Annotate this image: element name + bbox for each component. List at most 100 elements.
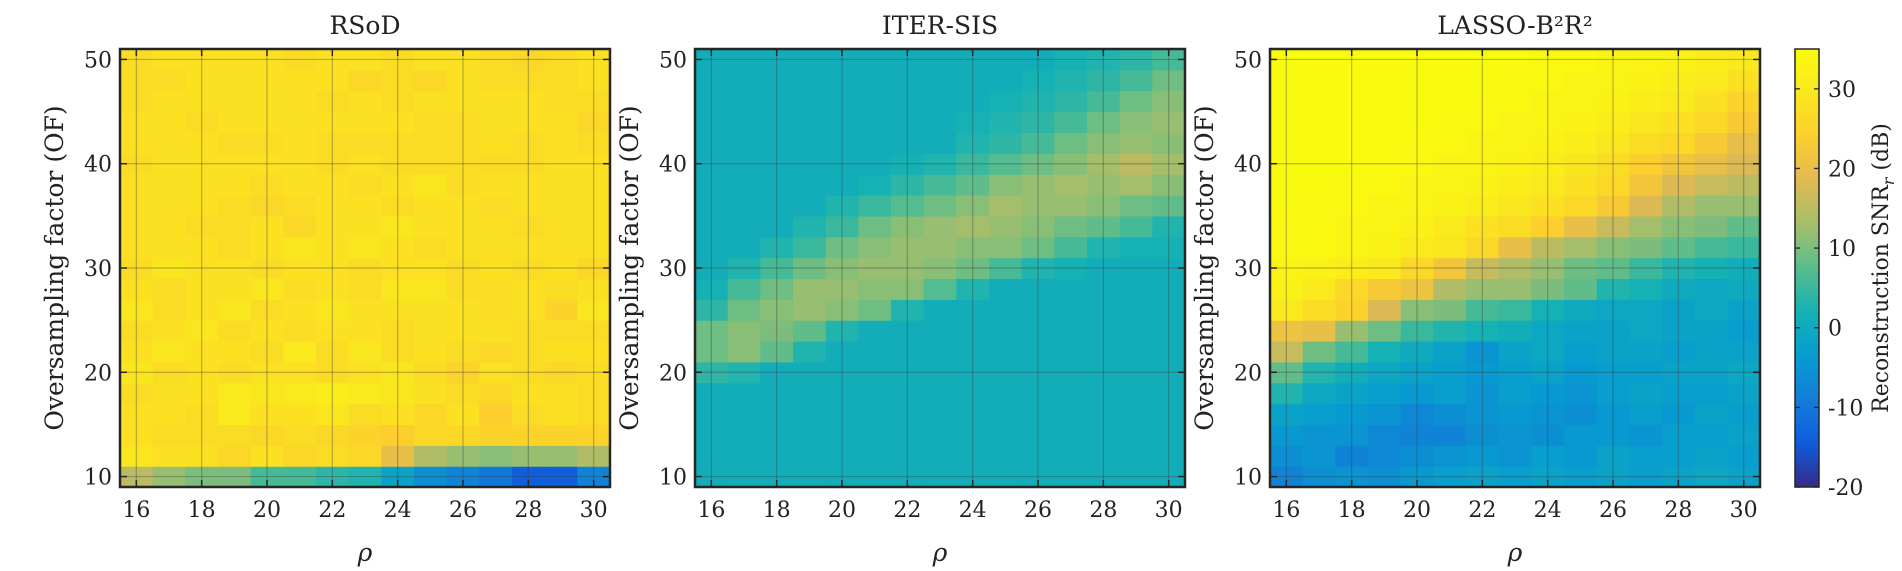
heatmap-cell xyxy=(1087,361,1121,384)
heatmap-cell xyxy=(1466,424,1500,446)
heatmap-cell xyxy=(1629,320,1663,342)
heatmap-cell xyxy=(316,111,350,134)
heatmap-cell xyxy=(1564,49,1598,71)
heatmap-cell xyxy=(1662,90,1696,113)
heatmap-cell xyxy=(316,403,350,426)
heatmap-cell xyxy=(695,424,729,446)
heatmap-cell xyxy=(793,466,827,487)
heatmap-cell xyxy=(1564,382,1598,405)
heatmap-cell xyxy=(1531,111,1565,134)
heatmap-cell xyxy=(956,90,990,113)
heatmap-cell xyxy=(1662,49,1696,71)
heatmap-cell xyxy=(793,320,827,342)
heatmap-cell xyxy=(989,236,1023,259)
heatmap-cell xyxy=(1270,382,1304,405)
heatmap-cell xyxy=(1021,153,1055,175)
grid xyxy=(1270,49,1760,487)
heatmap-cell xyxy=(1433,445,1467,467)
heatmap-cell xyxy=(1498,445,1532,467)
heatmap-cell xyxy=(760,236,794,259)
heatmap-cell xyxy=(1662,174,1696,196)
heatmap-cell xyxy=(120,278,154,300)
heatmap-cell xyxy=(923,361,957,384)
heatmap-cell xyxy=(923,403,957,426)
heatmap-cell xyxy=(218,278,252,300)
heatmap-cell xyxy=(1335,153,1369,175)
heatmap-cell xyxy=(1727,174,1760,196)
heatmap-cell xyxy=(891,90,925,113)
heatmap-cell xyxy=(1662,278,1696,300)
heatmap-cell xyxy=(923,257,957,280)
heatmap-cell xyxy=(1596,111,1630,134)
heatmap-cell xyxy=(381,153,415,175)
heatmap-cell xyxy=(858,257,892,280)
heatmap-cell xyxy=(1596,257,1630,280)
heatmap-cell xyxy=(152,361,186,384)
heatmap-cell xyxy=(1564,466,1598,487)
heatmap-cell xyxy=(479,445,513,467)
heatmap-cell xyxy=(512,403,546,426)
heatmap-cell xyxy=(120,299,154,321)
colorbar-tick-label: -20 xyxy=(1828,476,1863,501)
heatmap-cell xyxy=(1270,299,1304,321)
heatmap-cell xyxy=(989,361,1023,384)
heatmap-cell xyxy=(1531,361,1565,384)
heatmap-cell xyxy=(120,111,154,134)
heatmap-cell xyxy=(185,49,219,71)
heatmap-cell xyxy=(1152,153,1185,175)
heatmap-cell xyxy=(414,466,448,487)
heatmap-cell xyxy=(185,278,219,300)
heatmap-cell xyxy=(858,236,892,259)
x-tick-label: 28 xyxy=(1664,498,1692,523)
heatmap-cell xyxy=(760,320,794,342)
heatmap-cell xyxy=(1662,236,1696,259)
heatmap-cell xyxy=(923,445,957,467)
heatmap-cell xyxy=(414,215,448,238)
heatmap-cell xyxy=(1119,403,1153,426)
heatmap-cell xyxy=(446,69,480,92)
heatmap-cell xyxy=(348,257,382,280)
heatmap-cell xyxy=(1433,361,1467,384)
heatmap-cell xyxy=(446,236,480,259)
heatmap-cell xyxy=(923,215,957,238)
heatmap-cell xyxy=(316,90,350,113)
heatmap-cell xyxy=(1433,49,1467,71)
heatmap-cell xyxy=(1270,257,1304,280)
heatmap-cell xyxy=(283,257,317,280)
heatmap-cell xyxy=(152,236,186,259)
heatmap-cell xyxy=(414,278,448,300)
heatmap-cell xyxy=(1152,361,1185,384)
heatmap-cell xyxy=(283,195,317,217)
heatmap-cell xyxy=(793,299,827,321)
heatmap-cell xyxy=(1335,195,1369,217)
heatmap-cell xyxy=(1087,69,1121,92)
heatmap-cell xyxy=(1119,111,1153,134)
heatmap-cell xyxy=(1727,445,1760,467)
heatmap-cell xyxy=(760,215,794,238)
heatmap-cell xyxy=(1564,278,1598,300)
heatmap-cell xyxy=(1498,49,1532,71)
heatmap-cell xyxy=(1466,174,1500,196)
heatmap-cell xyxy=(446,111,480,134)
heatmap-cell xyxy=(479,49,513,71)
heatmap-cell xyxy=(1021,236,1055,259)
heatmap-cell xyxy=(414,299,448,321)
colorbar-tick-label: 30 xyxy=(1828,78,1856,103)
heatmap-cell xyxy=(695,153,729,175)
heatmap-cell xyxy=(152,215,186,238)
heatmap-cell xyxy=(414,90,448,113)
heatmap-cell xyxy=(1152,90,1185,113)
heatmap-cell xyxy=(1087,382,1121,405)
heatmap-cell xyxy=(1302,69,1336,92)
heatmap-cell xyxy=(512,153,546,175)
heatmap-cell xyxy=(891,132,925,154)
heatmap-cell xyxy=(250,195,284,217)
x-tick-label: 20 xyxy=(1403,498,1431,523)
heatmap-cell xyxy=(891,278,925,300)
heatmap-cell xyxy=(544,153,578,175)
heatmap-cell xyxy=(1270,174,1304,196)
heatmap-cell xyxy=(858,299,892,321)
heatmap-cell xyxy=(825,278,859,300)
heatmap-cell xyxy=(1152,257,1185,280)
heatmap-cell xyxy=(1021,445,1055,467)
